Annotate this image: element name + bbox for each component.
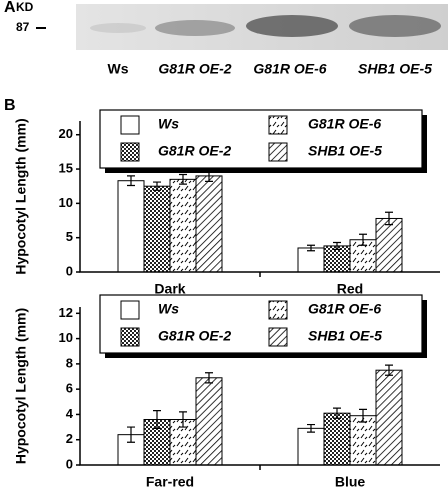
y-tick-label: 15	[59, 160, 73, 175]
legend-swatch	[120, 300, 140, 320]
error-bar	[179, 411, 187, 428]
lane-label: SHB1 OE-5	[358, 61, 432, 77]
legend-label: G81R OE-6	[308, 116, 381, 132]
y-axis-label: Hypocotyl Length (mm)	[13, 308, 29, 464]
x-tick-label: Red	[337, 281, 363, 297]
y-tick-label: 12	[59, 305, 73, 320]
y-tick-label: 10	[59, 330, 73, 345]
legend-label: Ws	[158, 301, 179, 317]
legend-label: G81R OE-2	[158, 143, 231, 159]
error-bar	[205, 372, 213, 384]
bar	[297, 427, 325, 466]
error-bar	[153, 181, 161, 191]
legend-label: Ws	[158, 116, 179, 132]
legend-swatch	[268, 327, 288, 347]
error-bar	[179, 173, 187, 185]
legend-label: SHB1 OE-5	[308, 143, 382, 159]
legend-label: SHB1 OE-5	[308, 328, 382, 344]
error-bar	[385, 211, 393, 226]
legend-swatch	[268, 115, 288, 135]
error-bar	[127, 426, 135, 443]
error-bar	[127, 175, 135, 187]
axes	[79, 121, 440, 273]
x-tick-label: Far-red	[146, 474, 194, 490]
legend-swatch	[120, 115, 140, 135]
lane-label: G81R OE-6	[253, 61, 326, 77]
x-tick-label: Blue	[335, 474, 366, 490]
error-bar	[333, 241, 341, 250]
blot-unit: KD	[16, 0, 34, 14]
legend-swatch	[268, 300, 288, 320]
legend-label: G81R OE-6	[308, 301, 381, 317]
bar	[195, 377, 223, 466]
y-tick-label: 0	[66, 263, 73, 278]
panel-label: A	[4, 0, 16, 16]
legend-label: G81R OE-2	[158, 328, 231, 344]
bar	[323, 412, 351, 466]
blot-marker: 87	[16, 20, 30, 34]
bar	[143, 185, 171, 273]
bar	[297, 247, 325, 273]
error-bar	[333, 407, 341, 419]
blot	[76, 4, 448, 50]
bar	[169, 178, 197, 273]
y-tick-label: 2	[66, 431, 73, 446]
axes	[79, 307, 440, 466]
legend-swatch	[268, 142, 288, 162]
legend-box	[99, 109, 423, 169]
legend-swatch	[120, 327, 140, 347]
x-tick-label: Dark	[154, 281, 185, 297]
y-axis-label: Hypocotyl Length (mm)	[13, 118, 29, 274]
bar	[375, 369, 403, 466]
legend-box	[99, 294, 423, 354]
bar	[117, 180, 145, 273]
error-bar	[307, 244, 315, 252]
bar	[349, 415, 377, 466]
y-tick-label: 5	[66, 229, 73, 244]
bar	[195, 175, 223, 273]
lane-label: Ws	[108, 61, 129, 77]
error-bar	[153, 410, 161, 429]
y-tick-label: 8	[66, 355, 73, 370]
error-bar	[359, 233, 367, 246]
y-tick-label: 20	[59, 126, 73, 141]
legend-swatch	[120, 142, 140, 162]
error-bar	[385, 364, 393, 376]
panel-label: B	[4, 97, 16, 114]
y-tick-label: 6	[66, 381, 73, 396]
y-tick-label: 10	[59, 195, 73, 210]
y-tick-label: 0	[66, 456, 73, 471]
bar	[375, 217, 403, 273]
error-bar	[359, 408, 367, 423]
y-tick-label: 4	[66, 406, 74, 421]
error-bar	[307, 423, 315, 433]
lane-label: G81R OE-2	[158, 61, 231, 77]
